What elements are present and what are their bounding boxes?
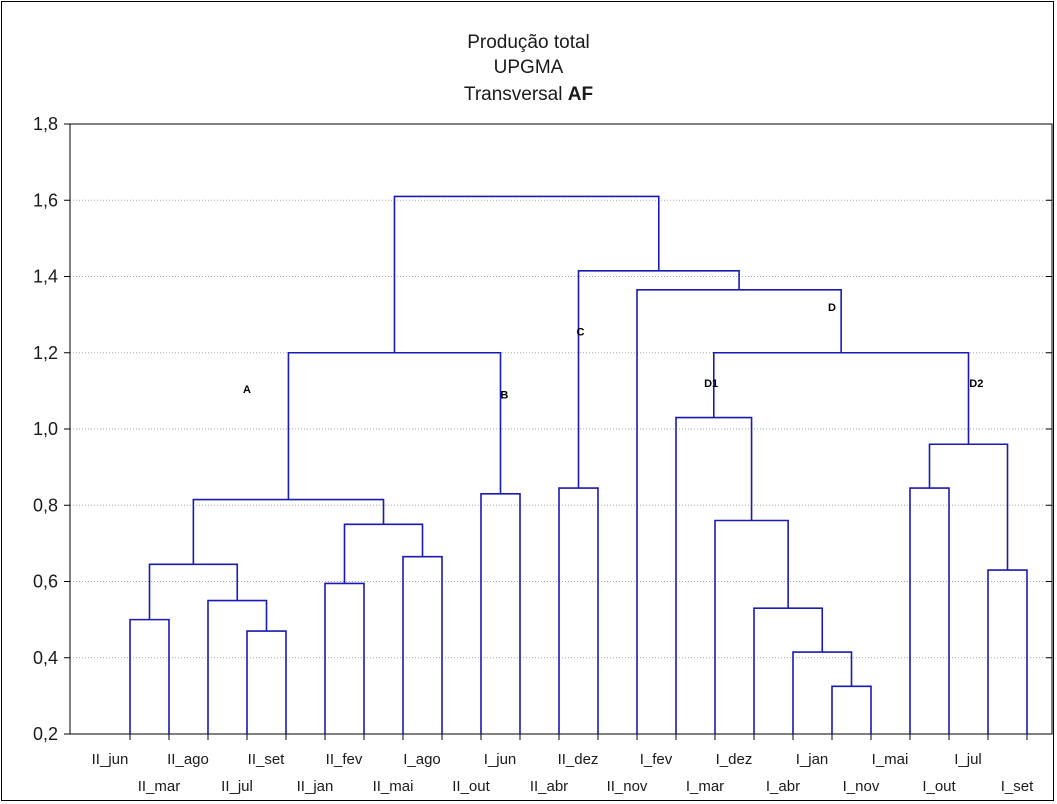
gridlines [70, 199, 1052, 659]
x-tick-label: I_jan [796, 751, 829, 768]
dendrogram-link [343, 523, 424, 584]
x-tick-label: I_nov [843, 778, 880, 795]
x-tick-label: II_ago [167, 751, 209, 768]
dendrogram-link [148, 563, 239, 620]
x-tick-label: I_mar [686, 778, 724, 795]
x-tick-label: II_nov [607, 778, 648, 795]
chart-title: Produção total [467, 32, 590, 53]
cluster-labels: A B C D D1 D2 [243, 302, 983, 402]
x-tick-label: II_out [452, 778, 490, 795]
dendrogram-link [558, 487, 599, 734]
dendrogram-link [480, 493, 521, 734]
y-tick-label: 1,4 [33, 267, 58, 287]
x-tick-label: I_mai [872, 751, 909, 768]
y-tick-label: 1,0 [33, 419, 58, 439]
x-tick-label: I_abr [766, 778, 800, 795]
x-tick-label: II_dez [558, 751, 599, 768]
y-tick-label: 0,4 [33, 648, 58, 668]
x-tick-label: I_ago [403, 751, 441, 768]
dendrogram-link [636, 289, 842, 734]
dendrogram-link [753, 607, 824, 734]
y-tick-label: 0,6 [33, 572, 58, 592]
chart-subtitle-2: Transversal AF [0, 84, 1057, 106]
dendrogram-link [831, 685, 872, 734]
dendrogram-link [402, 555, 443, 734]
y-tick-label: 1,2 [33, 343, 58, 363]
x-tick-label: II_fev [326, 751, 363, 768]
dendrogram-link [129, 618, 170, 734]
x-tick-label: II_mai [373, 778, 414, 795]
x-tick-label: II_jun [92, 751, 129, 768]
subtitle-2-prefix: Transversal [463, 84, 568, 105]
dendrogram-link [324, 582, 365, 734]
cluster-label: D [828, 302, 836, 314]
dendrogram-link [207, 599, 268, 734]
chart-subtitle: UPGMA [493, 57, 564, 78]
dendrogram-link [714, 519, 789, 734]
cluster-label: D1 [704, 378, 718, 390]
x-tick-label: I_jul [954, 751, 982, 768]
x-tick-label: I_jun [484, 751, 517, 768]
y-tick-label: 1,8 [33, 114, 58, 134]
cluster-label: D2 [969, 378, 983, 390]
y-tick-label: 0,8 [33, 495, 58, 515]
x-tick-label: II_jul [221, 778, 253, 795]
x-tick-label: I_fev [640, 751, 673, 768]
dendrogram-link [792, 651, 853, 734]
x-tick-label: II_abr [530, 778, 568, 795]
x-tick-label: II_jan [297, 778, 334, 795]
x-tick-label: I_set [1001, 778, 1034, 795]
subtitle-2-bold: AF [567, 84, 594, 105]
y-axis: 0,2 0,4 0,6 0,8 1,0 1,2 1,4 1,6 1,8 [33, 114, 1052, 744]
dendrogram-link [928, 443, 1009, 571]
dendrogram-link [675, 416, 753, 734]
dendrogram-link [909, 487, 950, 734]
y-tick-label: 1,6 [33, 190, 58, 210]
y-tick-label: 0,2 [33, 724, 58, 744]
x-tick-label: II_mar [138, 778, 181, 795]
cluster-label: C [576, 327, 584, 339]
x-tick-label: I_out [922, 778, 956, 795]
dendrogram-link [393, 195, 660, 353]
dendrogram-link [192, 498, 385, 565]
dendrogram-link [287, 351, 502, 500]
cluster-label: A [243, 384, 251, 396]
dendrogram-links [129, 195, 1028, 734]
dendrogram-link [246, 630, 287, 734]
x-tick-label: I_dez [716, 751, 753, 768]
cluster-label: B [500, 390, 508, 402]
x-axis: II_jun II_mar II_ago II_jul II_set II_jan II_f… [92, 734, 1034, 795]
x-tick-label: II_set [248, 751, 286, 768]
dendrogram-link [987, 569, 1028, 734]
